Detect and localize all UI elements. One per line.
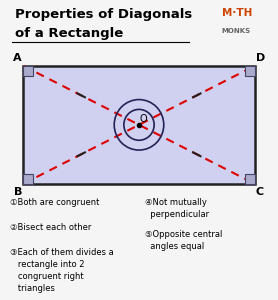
Text: B: B: [14, 187, 22, 196]
Text: ①Both are congruent: ①Both are congruent: [10, 198, 99, 207]
Text: O: O: [140, 114, 147, 124]
Text: ⑤Opposite central
  angles equal: ⑤Opposite central angles equal: [145, 230, 222, 251]
Text: C: C: [256, 187, 264, 196]
Text: ④Not mutually
  perpendicular: ④Not mutually perpendicular: [145, 198, 208, 219]
Bar: [245, 174, 255, 184]
Bar: [23, 66, 33, 76]
Text: ②Bisect each other: ②Bisect each other: [10, 223, 91, 232]
Bar: [23, 174, 33, 184]
Text: of a Rectangle: of a Rectangle: [15, 27, 123, 40]
Bar: [23, 66, 255, 184]
Text: A: A: [13, 53, 22, 63]
Text: ③Each of them divides a
   rectangle into 2
   congruent right
   triangles: ③Each of them divides a rectangle into 2…: [10, 248, 113, 293]
Text: Properties of Diagonals: Properties of Diagonals: [15, 8, 192, 21]
Bar: [245, 66, 255, 76]
Text: D: D: [256, 53, 265, 63]
Text: MONKS: MONKS: [222, 28, 251, 34]
Text: M·TH: M·TH: [222, 8, 252, 18]
